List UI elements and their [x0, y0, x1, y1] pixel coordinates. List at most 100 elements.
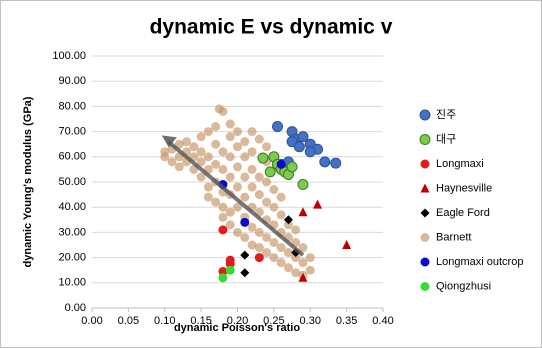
data-point: [225, 259, 235, 269]
y-tick-label: 30.00: [58, 226, 86, 238]
data-point: [276, 258, 286, 268]
x-tick-label: 0.05: [118, 315, 139, 327]
legend-marker: [419, 134, 431, 145]
data-point: [218, 164, 228, 174]
data-point: [262, 248, 272, 258]
data-point: [240, 250, 250, 260]
data-point: [225, 265, 235, 275]
data-point: [272, 121, 284, 133]
data-point: [240, 217, 250, 227]
data-point: [225, 152, 235, 162]
chart-title: dynamic E vs dynamic v: [150, 16, 393, 39]
data-point: [211, 122, 221, 132]
data-point: [298, 207, 308, 217]
data-point: [291, 225, 301, 235]
data-point: [203, 152, 213, 162]
data-point: [196, 157, 206, 167]
data-point: [225, 207, 235, 217]
data-point: [293, 141, 305, 153]
data-point: [247, 164, 257, 174]
data-point: [218, 225, 228, 235]
data-point: [203, 192, 213, 202]
data-point: [276, 210, 286, 220]
data-point: [298, 243, 308, 253]
legend-marker: [420, 257, 430, 267]
x-tick-label: 0.30: [300, 315, 321, 327]
data-point: [286, 161, 298, 173]
data-point: [167, 157, 177, 167]
data-point: [240, 192, 250, 202]
y-axis-title: dynamic Young's modulus (GPa): [22, 96, 34, 267]
data-point: [174, 162, 184, 172]
data-point: [211, 139, 221, 149]
data-point: [264, 166, 276, 178]
y-tick-label: 100.00: [52, 50, 86, 62]
data-point: [247, 182, 257, 192]
data-point: [211, 159, 221, 169]
data-point: [233, 202, 242, 212]
data-point: [247, 240, 257, 250]
data-point: [269, 237, 279, 247]
x-tick-label: 0.35: [336, 315, 357, 327]
data-point: [319, 156, 331, 168]
data-point: [160, 147, 170, 157]
data-point: [269, 253, 279, 263]
data-point: [196, 132, 206, 142]
data-point: [240, 172, 250, 182]
data-point: [203, 127, 213, 137]
legend-marker: [420, 233, 430, 242]
data-point: [298, 258, 308, 268]
data-point: [305, 253, 315, 263]
data-point: [233, 142, 242, 152]
data-point: [225, 220, 235, 230]
data-point: [218, 106, 228, 116]
legend-label: Qiongzhusi: [436, 280, 491, 292]
data-point: [262, 197, 272, 207]
data-point: [247, 127, 257, 137]
arrow-head: [161, 135, 177, 148]
data-point: [233, 182, 242, 192]
data-point: [276, 159, 286, 169]
y-tick-label: 10.00: [58, 277, 86, 289]
data-point: [218, 147, 228, 157]
data-point: [254, 243, 264, 253]
data-point: [276, 243, 286, 253]
data-point: [196, 147, 206, 157]
data-point: [225, 172, 235, 182]
y-tick-label: 50.00: [58, 176, 86, 188]
legend-label: 대구: [436, 132, 456, 145]
legend-marker: [420, 208, 430, 218]
x-tick-label: 0.40: [372, 315, 393, 327]
legend-label: Longmaxi outcrop: [436, 256, 523, 268]
data-point: [283, 220, 293, 230]
x-tick-label: 0.15: [190, 315, 211, 327]
data-point: [283, 215, 293, 225]
legend-label: Haynesville: [436, 182, 492, 194]
data-point: [211, 197, 221, 207]
y-tick-label: 80.00: [58, 100, 86, 112]
legend-label: Longmaxi: [436, 158, 484, 170]
data-point: [182, 137, 192, 147]
data-point: [247, 222, 257, 232]
data-point: [218, 212, 228, 222]
data-point: [262, 142, 272, 152]
data-point: [196, 172, 206, 182]
data-point: [283, 263, 293, 273]
legend-label: Barnett: [436, 231, 471, 243]
data-point: [254, 172, 264, 182]
data-point: [240, 152, 250, 162]
y-tick-label: 40.00: [58, 201, 86, 213]
x-tick-label: 0.00: [81, 315, 102, 327]
y-tick-label: 0.00: [65, 302, 86, 314]
data-point: [330, 157, 342, 169]
data-point: [291, 268, 301, 278]
x-tick-label: 0.20: [227, 315, 248, 327]
data-point: [269, 185, 279, 195]
data-point: [297, 179, 309, 191]
legend-marker: [420, 282, 430, 291]
data-point: [305, 265, 315, 275]
data-point: [276, 192, 286, 202]
data-point: [203, 182, 213, 192]
data-point: [342, 240, 352, 249]
